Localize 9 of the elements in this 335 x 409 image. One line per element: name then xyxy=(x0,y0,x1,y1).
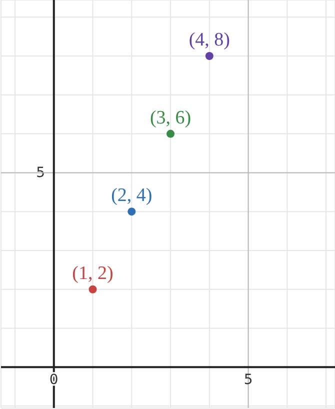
data-label: (3, 6) xyxy=(150,107,192,128)
data-label: (2, 4) xyxy=(111,185,152,206)
annotation: 5 xyxy=(36,165,46,182)
point xyxy=(166,130,175,138)
data-label: (4, 8) xyxy=(188,29,230,50)
point xyxy=(128,208,136,216)
data-label: (1, 2) xyxy=(72,262,114,284)
point xyxy=(205,52,214,60)
point xyxy=(88,285,97,294)
